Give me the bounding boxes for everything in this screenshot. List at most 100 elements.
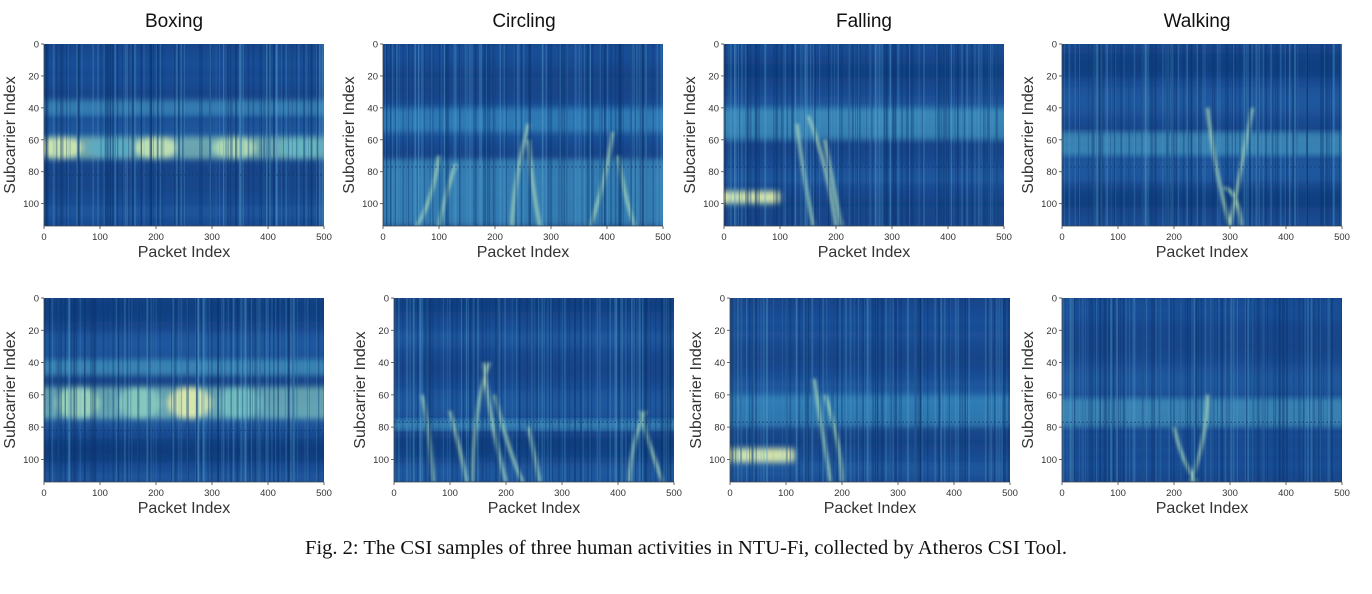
y-tick-label: 80 <box>1046 167 1057 178</box>
y-tick-label: 80 <box>714 423 725 434</box>
x-tick-label: 0 <box>391 488 396 499</box>
y-tick-label: 40 <box>708 103 719 114</box>
y-tick-label: 0 <box>720 294 725 305</box>
y-axis-label: Subcarrier Index <box>2 331 19 448</box>
y-tick-label: 100 <box>373 455 389 466</box>
y-tick-label: 100 <box>23 455 39 466</box>
x-tick-label: 500 <box>1334 488 1350 499</box>
x-tick-label: 0 <box>380 232 385 243</box>
y-tick-label: 80 <box>1046 423 1057 434</box>
x-tick-label: 200 <box>1166 232 1182 243</box>
y-tick-label: 20 <box>1046 326 1057 337</box>
y-tick-label: 60 <box>28 135 39 146</box>
y-tick-label: 20 <box>708 71 719 82</box>
x-tick-label: 400 <box>940 232 956 243</box>
heatmap-cells <box>724 44 1004 226</box>
y-tick-label: 0 <box>1052 40 1057 51</box>
y-tick-label: 60 <box>1046 390 1057 401</box>
x-tick-label: 500 <box>1002 488 1018 499</box>
y-axis-label: Subcarrier Index <box>682 76 699 193</box>
x-tick-label: 0 <box>41 232 46 243</box>
x-tick-label: 0 <box>41 488 46 499</box>
y-tick-label: 100 <box>709 455 725 466</box>
x-tick-label: 400 <box>599 232 615 243</box>
x-tick-label: 0 <box>721 232 726 243</box>
x-tick-label: 300 <box>890 488 906 499</box>
x-axis-label: Packet Index <box>1156 500 1249 517</box>
y-tick-label: 100 <box>1041 455 1057 466</box>
x-tick-label: 200 <box>487 232 503 243</box>
y-tick-label: 80 <box>708 167 719 178</box>
y-tick-label: 60 <box>28 390 39 401</box>
x-tick-label: 200 <box>148 232 164 243</box>
x-tick-label: 400 <box>1278 232 1294 243</box>
x-tick-label: 100 <box>92 488 108 499</box>
x-tick-label: 0 <box>727 488 732 499</box>
y-tick-label: 0 <box>1052 294 1057 305</box>
heatmap-panel-boxing-row1: 0 100 200 300 400 500 0 20 40 60 80 100 Packet Index… <box>2 40 332 262</box>
column-title-boxing: Boxing <box>145 11 203 32</box>
heatmap-cells <box>1062 298 1342 482</box>
x-tick-label: 500 <box>666 488 682 499</box>
heatmap-panel-walking-row2: 0 100 200 300 400 500 0 20 40 60 80 100 Packet Index… <box>1020 294 1350 518</box>
y-tick-label: 0 <box>34 40 39 51</box>
column-title-falling: Falling <box>836 11 892 32</box>
heatmap-panel-walking-row1: 0 100 200 300 400 500 0 20 40 60 80 100 Packet Index… <box>1020 40 1350 262</box>
x-tick-label: 500 <box>996 232 1012 243</box>
x-axis-label: Packet Index <box>138 500 231 517</box>
figure-caption: Fig. 2: The CSI samples of three human a… <box>305 537 1067 559</box>
x-tick-label: 100 <box>778 488 794 499</box>
y-tick-label: 100 <box>1041 199 1057 210</box>
y-tick-label: 0 <box>34 294 39 305</box>
y-tick-label: 0 <box>373 40 378 51</box>
y-tick-label: 80 <box>28 167 39 178</box>
y-tick-label: 20 <box>28 326 39 337</box>
heatmap-cells <box>44 298 324 482</box>
x-tick-label: 500 <box>316 488 332 499</box>
y-axis-label: Subcarrier Index <box>2 76 19 193</box>
y-tick-label: 100 <box>362 199 378 210</box>
x-tick-label: 100 <box>442 488 458 499</box>
y-tick-label: 100 <box>23 199 39 210</box>
heatmap-cells <box>44 44 324 226</box>
heatmap-cells <box>730 298 1010 482</box>
y-tick-label: 0 <box>384 294 389 305</box>
y-tick-label: 60 <box>367 135 378 146</box>
x-tick-label: 500 <box>316 232 332 243</box>
x-tick-label: 300 <box>884 232 900 243</box>
heatmap-panel-falling-row2: 0 100 200 300 400 500 0 20 40 60 80 100 Packet Index… <box>688 294 1018 518</box>
x-tick-label: 100 <box>431 232 447 243</box>
y-tick-label: 0 <box>714 40 719 51</box>
column-title-circling: Circling <box>492 11 555 32</box>
heatmap-cells <box>394 298 674 482</box>
x-tick-label: 300 <box>543 232 559 243</box>
y-tick-label: 40 <box>1046 103 1057 114</box>
y-tick-label: 60 <box>708 135 719 146</box>
x-tick-label: 500 <box>1334 232 1350 243</box>
heatmap-cells <box>383 44 663 226</box>
y-axis-label: Subcarrier Index <box>341 76 358 193</box>
y-tick-label: 20 <box>367 71 378 82</box>
y-tick-label: 20 <box>714 326 725 337</box>
y-tick-label: 60 <box>378 390 389 401</box>
x-axis-label: Packet Index <box>138 244 231 261</box>
x-tick-label: 100 <box>1110 232 1126 243</box>
x-tick-label: 300 <box>204 232 220 243</box>
x-tick-label: 200 <box>828 232 844 243</box>
x-tick-label: 200 <box>498 488 514 499</box>
y-tick-label: 60 <box>1046 135 1057 146</box>
x-tick-label: 200 <box>1166 488 1182 499</box>
x-tick-label: 100 <box>772 232 788 243</box>
x-axis-label: Packet Index <box>818 244 911 261</box>
x-tick-label: 300 <box>554 488 570 499</box>
x-tick-label: 400 <box>946 488 962 499</box>
y-axis-label: Subcarrier Index <box>688 331 705 448</box>
y-tick-label: 100 <box>703 199 719 210</box>
y-tick-label: 40 <box>28 103 39 114</box>
heatmap-cells <box>1062 44 1342 226</box>
y-tick-label: 80 <box>367 167 378 178</box>
y-tick-label: 80 <box>28 423 39 434</box>
y-axis-label: Subcarrier Index <box>1020 331 1037 448</box>
